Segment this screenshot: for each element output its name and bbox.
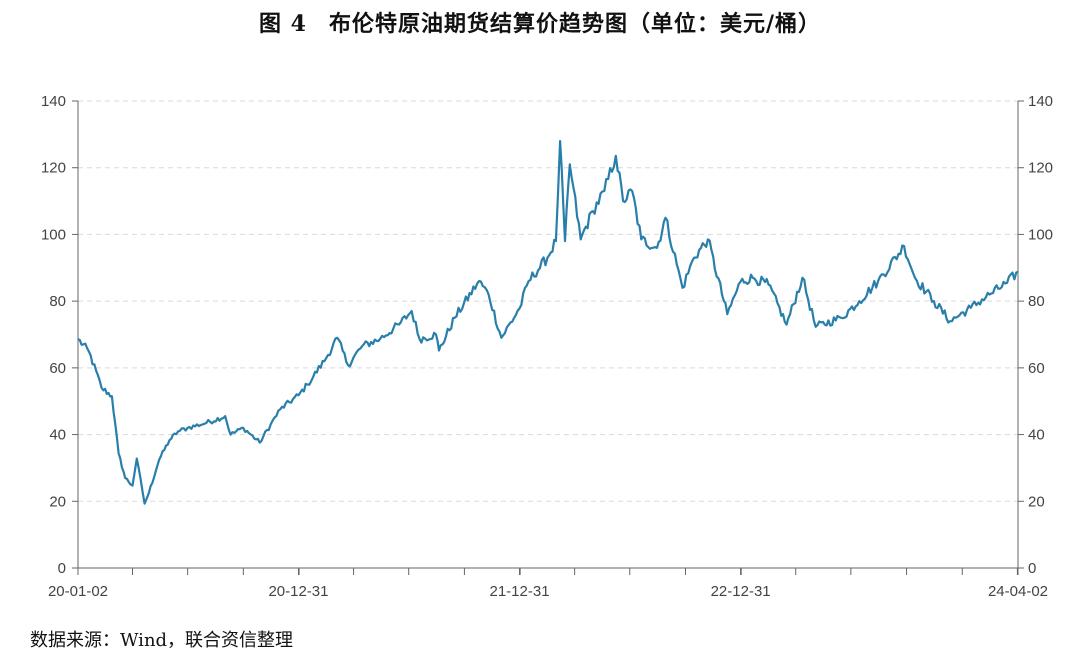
- y-tick-label-left: 0: [58, 560, 66, 577]
- y-tick-label-left: 140: [41, 93, 66, 110]
- x-tick-label: 22-12-31: [711, 583, 771, 600]
- y-tick-label-left: 60: [49, 360, 66, 377]
- x-tick-label: 20-12-31: [268, 583, 328, 600]
- y-tick-label-right: 100: [1028, 226, 1053, 243]
- y-tick-label-right: 0: [1028, 560, 1036, 577]
- y-tick-label-left: 20: [49, 493, 66, 510]
- y-tick-label-right: 60: [1028, 360, 1045, 377]
- y-tick-label-right: 80: [1028, 293, 1045, 310]
- chart-title: 图 4 布伦特原油期货结算价趋势图（单位：美元/桶）: [0, 6, 1080, 38]
- series-layer: [77, 140, 1019, 505]
- y-tick-label-right: 140: [1028, 93, 1053, 110]
- x-tick-label: 20-01-02: [48, 583, 108, 600]
- x-tick-label: 24-04-02: [988, 583, 1048, 600]
- y-tick-label-left: 80: [49, 293, 66, 310]
- x-tick-label: 21-12-31: [490, 583, 550, 600]
- gridlines: [78, 100, 1018, 502]
- y-tick-label-right: 120: [1028, 160, 1053, 177]
- axes: 0 0 20 20 40 40 60 60 80 80 100 100 120 120 140 140 20-0…: [41, 93, 1053, 600]
- chart-title-text: 布伦特原油期货结算价趋势图（单位：美元/桶）: [328, 11, 821, 37]
- data-source-note: 数据来源：Wind，联合资信整理: [30, 630, 294, 651]
- brent-price-line: [77, 140, 1019, 505]
- y-tick-label-left: 120: [41, 160, 66, 177]
- y-tick-label-left: 100: [41, 226, 66, 243]
- y-tick-label-right: 40: [1028, 427, 1045, 444]
- figure-number: 图 4: [258, 11, 307, 37]
- y-tick-label-left: 40: [49, 427, 66, 444]
- y-tick-label-right: 20: [1028, 493, 1045, 510]
- brent-price-chart: 0 0 20 20 40 40 60 60 80 80 100 100 120 120 140 140 20-0…: [41, 93, 1053, 600]
